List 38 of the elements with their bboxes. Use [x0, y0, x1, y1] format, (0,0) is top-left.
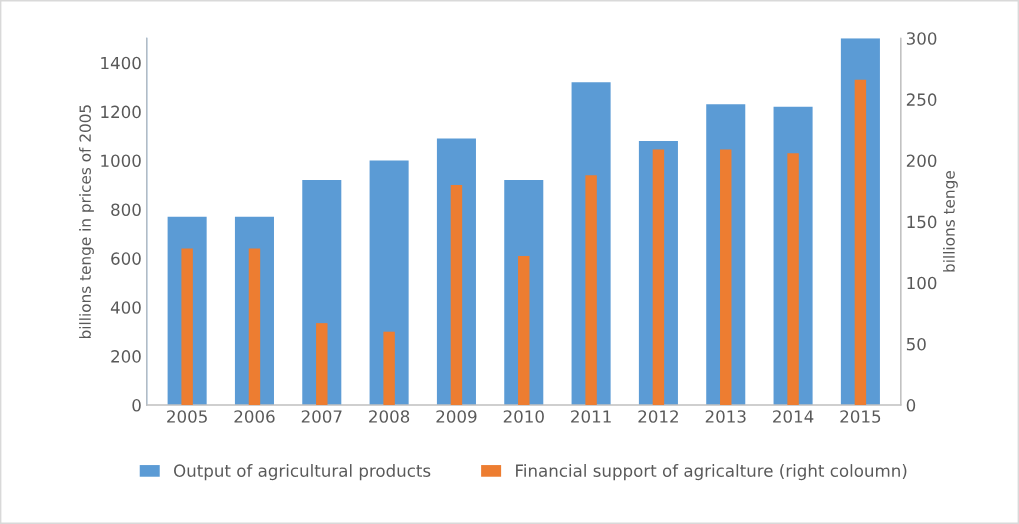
- x-tick-label: 2012: [638, 410, 678, 423]
- bar: [787, 153, 799, 406]
- bar: [720, 149, 732, 406]
- x-tick-label: 2013: [705, 410, 746, 423]
- bar: [316, 323, 328, 406]
- x-tick-label: 2005: [167, 410, 207, 423]
- y-tick-label: 1400: [101, 56, 141, 70]
- y-tick-label: 1000: [101, 154, 141, 168]
- y-axis-title: billions tenge in prices of 2005: [79, 105, 94, 339]
- y-tick-label: 800: [111, 203, 141, 216]
- y-tick-label: 200: [111, 350, 141, 363]
- x-tick-label: 2007: [301, 410, 342, 423]
- bar: [383, 331, 395, 406]
- x-tick-label: 2008: [369, 410, 410, 423]
- y-tick-label: 600: [111, 252, 141, 265]
- y-tick-label: 0: [132, 399, 141, 412]
- y-tick-label: 400: [110, 301, 141, 314]
- y2-axis-title: billions tenge: [943, 171, 958, 272]
- y2-tick-label: 150: [907, 215, 937, 229]
- y2-tick-label: 50: [906, 337, 926, 351]
- x-tick-label: 2015: [840, 410, 881, 423]
- bar: [181, 248, 193, 406]
- x-tick-label: 2011: [571, 410, 611, 423]
- bar: [585, 175, 597, 406]
- y2-tick-label: 300: [906, 32, 937, 45]
- legend-label: Output of agricultural products: [174, 464, 431, 481]
- y2-tick-label: 250: [906, 93, 937, 106]
- bar: [369, 160, 409, 406]
- y2-tick-label: 100: [907, 276, 937, 290]
- legend-label: Financial support of agricalture (right coloumn): [516, 464, 907, 481]
- x-tick-label: 2006: [234, 410, 275, 423]
- bar: [518, 255, 530, 406]
- x-tick-label: 2014: [773, 410, 814, 423]
- y2-tick-label: 0: [906, 399, 916, 412]
- x-tick-label: 2009: [436, 410, 477, 423]
- x-tick-label: 2010: [503, 410, 544, 423]
- y2-tick-label: 200: [906, 154, 937, 168]
- y-tick-label: 1200: [101, 105, 141, 119]
